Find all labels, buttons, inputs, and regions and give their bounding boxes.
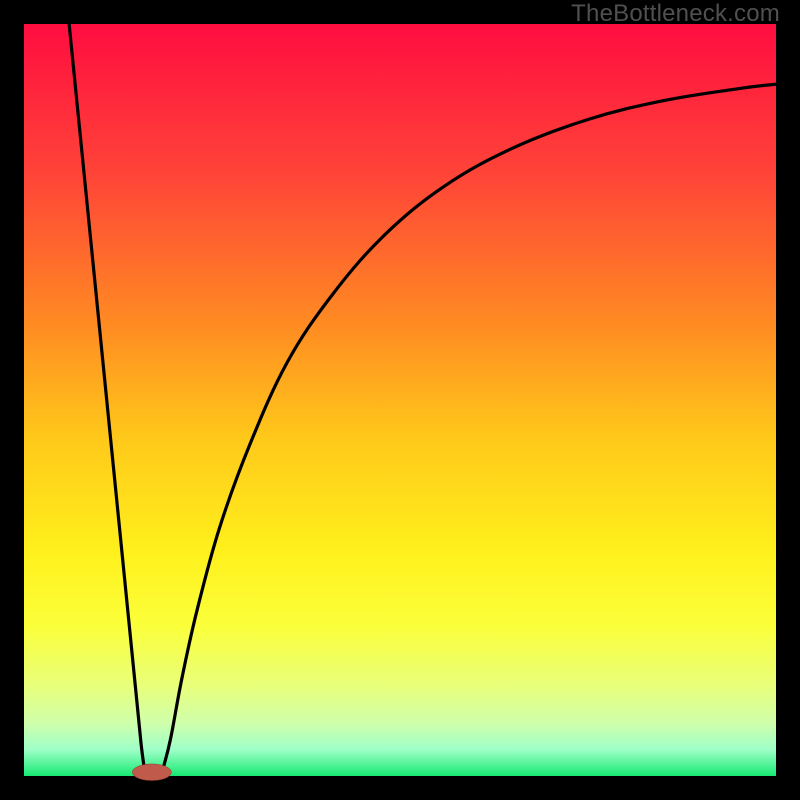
- plot-background: [24, 24, 776, 776]
- chart-frame: TheBottleneck.com: [0, 0, 800, 800]
- optimum-marker: [132, 764, 171, 781]
- bottleneck-chart: [0, 0, 800, 800]
